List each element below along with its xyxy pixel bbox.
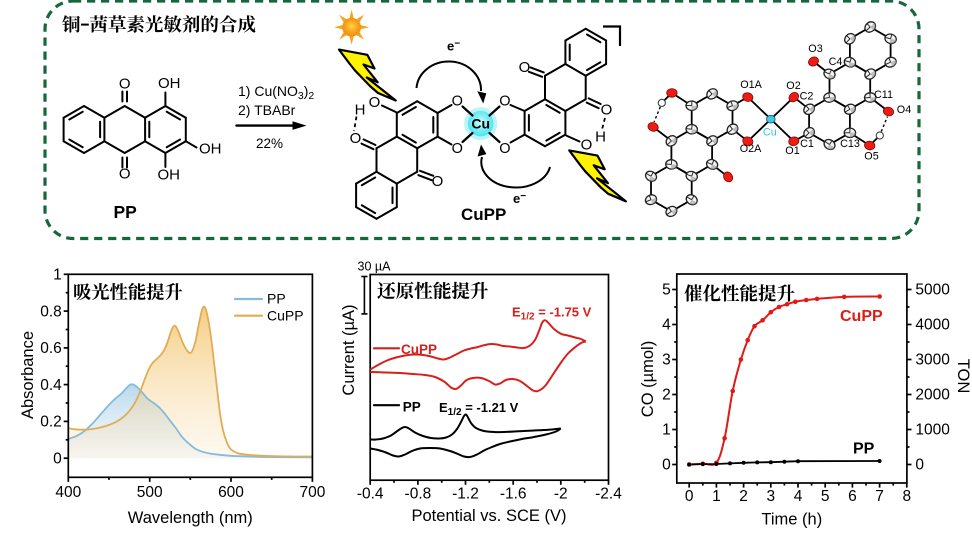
svg-text:C1: C1 (800, 138, 814, 150)
svg-text:O: O (499, 94, 510, 110)
svg-text:Cu: Cu (471, 116, 490, 132)
svg-text:O: O (432, 173, 444, 190)
svg-text:O: O (519, 59, 531, 76)
svg-text:O: O (452, 94, 463, 110)
svg-text:PP: PP (267, 291, 286, 307)
svg-text:1) Cu(NO3)2: 1) Cu(NO3)2 (238, 83, 314, 102)
svg-text:700: 700 (299, 484, 325, 501)
svg-text:0.6: 0.6 (40, 340, 62, 357)
svg-text:0.2: 0.2 (40, 414, 62, 431)
svg-text:CuPP: CuPP (401, 342, 437, 357)
svg-text:5: 5 (662, 282, 671, 299)
svg-text:0.4: 0.4 (40, 377, 62, 394)
svg-text:OH: OH (158, 75, 181, 92)
svg-text:OH: OH (158, 167, 181, 184)
svg-text:H: H (355, 102, 366, 119)
svg-text:PP: PP (114, 202, 138, 222)
svg-text:Time (h): Time (h) (761, 511, 822, 529)
svg-text:1: 1 (53, 267, 62, 284)
svg-text:C13: C13 (840, 138, 860, 150)
svg-text:CO (µmol): CO (µmol) (639, 341, 657, 417)
svg-text:30 µA: 30 µA (358, 260, 392, 274)
svg-text:-1.2: -1.2 (452, 486, 479, 503)
svg-text:400: 400 (55, 484, 81, 501)
svg-text:E1/2 = -1.75 V: E1/2 = -1.75 V (512, 305, 592, 323)
svg-text:O: O (350, 130, 362, 147)
svg-text:-2: -2 (554, 486, 568, 503)
svg-text:0.8: 0.8 (40, 303, 62, 320)
svg-text:C2: C2 (800, 91, 814, 103)
svg-text:O: O (452, 141, 463, 157)
svg-text:O5: O5 (864, 151, 878, 163)
svg-text:O2A: O2A (740, 143, 762, 155)
svg-text:H: H (595, 129, 606, 146)
svg-text:7: 7 (875, 488, 884, 505)
svg-text:5: 5 (821, 488, 830, 505)
svg-text:-0.8: -0.8 (405, 486, 432, 503)
svg-text:3: 3 (662, 352, 671, 369)
svg-text:O: O (119, 76, 131, 93)
svg-text:3: 3 (766, 488, 775, 505)
svg-text:Potential vs. SCE (V): Potential vs. SCE (V) (412, 507, 567, 525)
svg-text:Wavelength (nm): Wavelength (nm) (128, 509, 253, 527)
svg-text:O2: O2 (786, 80, 800, 92)
svg-text:O: O (601, 102, 613, 119)
svg-text:O: O (369, 94, 381, 111)
svg-text:Current (µA): Current (µA) (340, 304, 358, 395)
svg-text:CuPP: CuPP (840, 308, 883, 325)
svg-text:C11: C11 (874, 89, 893, 101)
svg-text:Absorbance: Absorbance (19, 331, 37, 419)
svg-text:O4: O4 (897, 104, 911, 116)
svg-text:0: 0 (685, 488, 694, 505)
svg-text:4: 4 (662, 317, 671, 334)
svg-text:4: 4 (794, 488, 803, 505)
svg-text:-2.4: -2.4 (595, 486, 622, 503)
svg-text:O3: O3 (808, 43, 822, 55)
svg-text:OH: OH (199, 141, 222, 158)
svg-text:6: 6 (848, 488, 857, 505)
svg-text:600: 600 (218, 484, 244, 501)
svg-text:O: O (499, 141, 510, 157)
svg-text:1000: 1000 (915, 422, 950, 439)
svg-text:O: O (119, 166, 131, 183)
svg-text:2: 2 (662, 387, 671, 404)
svg-text:1: 1 (662, 422, 671, 439)
svg-text:2000: 2000 (915, 387, 950, 404)
svg-text:1: 1 (712, 488, 721, 505)
svg-text:0: 0 (662, 457, 671, 474)
svg-text:CuPP: CuPP (267, 308, 304, 324)
svg-text:0: 0 (53, 450, 62, 467)
svg-text:O: O (581, 137, 593, 154)
svg-text:500: 500 (137, 484, 163, 501)
svg-text:C4: C4 (829, 56, 843, 68)
svg-text:0: 0 (915, 457, 924, 474)
svg-text:3000: 3000 (915, 352, 950, 369)
svg-text:O1A: O1A (740, 79, 762, 91)
svg-text:-1.6: -1.6 (500, 486, 527, 503)
svg-text:PP: PP (403, 400, 421, 415)
svg-text:Cu: Cu (763, 127, 777, 139)
svg-text:8: 8 (902, 488, 911, 505)
svg-text:PP: PP (853, 441, 875, 458)
svg-text:O1: O1 (785, 145, 799, 157)
svg-text:22%: 22% (256, 136, 283, 151)
svg-text:5000: 5000 (915, 282, 950, 299)
svg-text:2) TBABr: 2) TBABr (238, 102, 296, 118)
svg-text:TON: TON (954, 359, 972, 394)
svg-text:4000: 4000 (915, 317, 950, 334)
svg-text:CuPP: CuPP (461, 205, 506, 224)
svg-text:2: 2 (739, 488, 748, 505)
svg-text:-0.4: -0.4 (357, 486, 384, 503)
